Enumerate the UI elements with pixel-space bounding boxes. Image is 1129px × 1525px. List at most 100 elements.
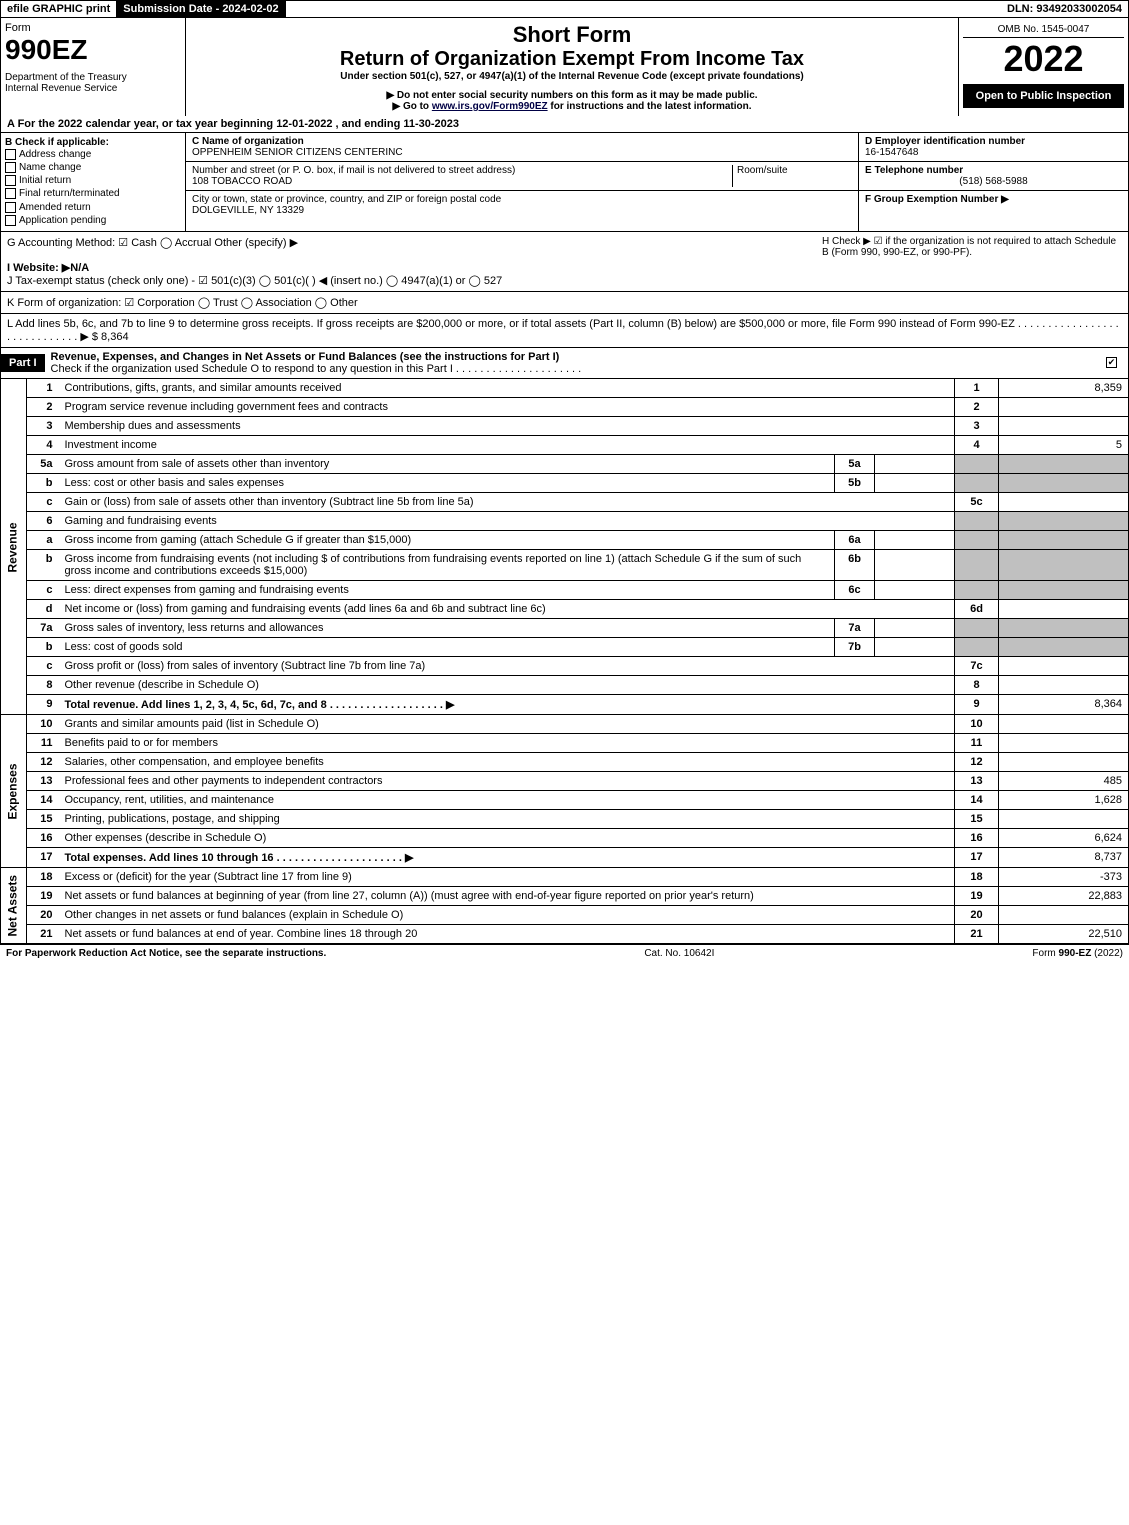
box-val bbox=[999, 656, 1129, 675]
subtext: Under section 501(c), 527, or 4947(a)(1)… bbox=[190, 71, 954, 82]
c-street: Number and street (or P. O. box, if mail… bbox=[186, 162, 858, 191]
sub-val bbox=[875, 473, 955, 492]
ein: 16-1547648 bbox=[865, 147, 918, 158]
box-val: 6,624 bbox=[999, 828, 1129, 847]
chk-address[interactable]: Address change bbox=[5, 148, 181, 161]
c-city: City or town, state or province, country… bbox=[186, 191, 858, 219]
line-text: Less: direct expenses from gaming and fu… bbox=[61, 580, 835, 599]
line-num: a bbox=[27, 530, 61, 549]
line-text: Net assets or fund balances at beginning… bbox=[61, 886, 955, 905]
line-num: 6 bbox=[27, 511, 61, 530]
info-grid: B Check if applicable: Address change Na… bbox=[0, 133, 1129, 232]
box-val bbox=[999, 715, 1129, 734]
line-text: Total expenses. Add lines 10 through 16 … bbox=[61, 847, 955, 867]
g-accounting: G Accounting Method: ☑ Cash ◯ Accrual Ot… bbox=[7, 237, 298, 249]
line-num: 20 bbox=[27, 905, 61, 924]
col-b: B Check if applicable: Address change Na… bbox=[1, 133, 186, 231]
box-val: 8,364 bbox=[999, 694, 1129, 714]
line-row: bLess: cost of goods sold7b bbox=[1, 637, 1129, 656]
e-phone: E Telephone number (518) 568-5988 bbox=[859, 162, 1128, 191]
line-num: 21 bbox=[27, 924, 61, 943]
box-val bbox=[999, 905, 1129, 924]
dept: Department of the Treasury Internal Reve… bbox=[5, 72, 181, 94]
box-val bbox=[999, 397, 1129, 416]
box-num: 15 bbox=[955, 809, 999, 828]
line-row: 16Other expenses (describe in Schedule O… bbox=[1, 828, 1129, 847]
box-val bbox=[999, 454, 1129, 473]
line-text: Excess or (deficit) for the year (Subtra… bbox=[61, 868, 955, 887]
chk-pending[interactable]: Application pending bbox=[5, 214, 181, 227]
footer: For Paperwork Reduction Act Notice, see … bbox=[0, 944, 1129, 962]
box-num bbox=[955, 637, 999, 656]
expenses-table: Expenses10Grants and similar amounts pai… bbox=[0, 715, 1129, 868]
box-num: 14 bbox=[955, 790, 999, 809]
line-row: 11Benefits paid to or for members11 bbox=[1, 733, 1129, 752]
tax-year: 2022 bbox=[963, 38, 1124, 80]
line-text: Salaries, other compensation, and employ… bbox=[61, 752, 955, 771]
sub-num: 6c bbox=[835, 580, 875, 599]
part1-check[interactable] bbox=[1098, 357, 1128, 369]
g-h-row: G Accounting Method: ☑ Cash ◯ Accrual Ot… bbox=[0, 232, 1129, 292]
h-check: H Check ▶ ☑ if the organization is not r… bbox=[822, 236, 1122, 258]
line-num: 18 bbox=[27, 868, 61, 887]
efile-label[interactable]: efile GRAPHIC print bbox=[1, 1, 117, 17]
box-num: 19 bbox=[955, 886, 999, 905]
box-val bbox=[999, 618, 1129, 637]
chk-amended[interactable]: Amended return bbox=[5, 201, 181, 214]
line-row: 15Printing, publications, postage, and s… bbox=[1, 809, 1129, 828]
line-row: Net Assets18Excess or (deficit) for the … bbox=[1, 868, 1129, 887]
box-num: 21 bbox=[955, 924, 999, 943]
box-num bbox=[955, 473, 999, 492]
irs-link[interactable]: www.irs.gov/Form990EZ bbox=[432, 101, 548, 112]
chk-name[interactable]: Name change bbox=[5, 161, 181, 174]
sub-val bbox=[875, 637, 955, 656]
line-row: 20Other changes in net assets or fund ba… bbox=[1, 905, 1129, 924]
box-val bbox=[999, 473, 1129, 492]
box-val: -373 bbox=[999, 868, 1129, 887]
box-num bbox=[955, 618, 999, 637]
line-text: Gaming and fundraising events bbox=[61, 511, 955, 530]
line-num: b bbox=[27, 637, 61, 656]
line-row: cLess: direct expenses from gaming and f… bbox=[1, 580, 1129, 599]
side-label: Expenses bbox=[1, 715, 27, 868]
box-num: 1 bbox=[955, 379, 999, 398]
line-text: Contributions, gifts, grants, and simila… bbox=[61, 379, 955, 398]
box-num: 17 bbox=[955, 847, 999, 867]
line-text: Other revenue (describe in Schedule O) bbox=[61, 675, 955, 694]
box-val bbox=[999, 599, 1129, 618]
box-num: 8 bbox=[955, 675, 999, 694]
box-num bbox=[955, 549, 999, 580]
sub-num: 6a bbox=[835, 530, 875, 549]
box-val bbox=[999, 580, 1129, 599]
box-num: 10 bbox=[955, 715, 999, 734]
room-suite: Room/suite bbox=[732, 165, 852, 187]
line-text: Investment income bbox=[61, 435, 955, 454]
chk-final[interactable]: Final return/terminated bbox=[5, 187, 181, 200]
line-num: c bbox=[27, 580, 61, 599]
col-c: C Name of organization OPPENHEIM SENIOR … bbox=[186, 133, 858, 231]
box-val bbox=[999, 809, 1129, 828]
line-text: Gross profit or (loss) from sales of inv… bbox=[61, 656, 955, 675]
line-row: 4Investment income45 bbox=[1, 435, 1129, 454]
line-text: Gross income from gaming (attach Schedul… bbox=[61, 530, 835, 549]
box-num bbox=[955, 454, 999, 473]
line-row: dNet income or (loss) from gaming and fu… bbox=[1, 599, 1129, 618]
line-row: cGross profit or (loss) from sales of in… bbox=[1, 656, 1129, 675]
side-label: Net Assets bbox=[1, 868, 27, 944]
line-text: Other changes in net assets or fund bala… bbox=[61, 905, 955, 924]
line-row: bGross income from fundraising events (n… bbox=[1, 549, 1129, 580]
sub-val bbox=[875, 549, 955, 580]
sub-val bbox=[875, 618, 955, 637]
part1-label: Part I bbox=[1, 354, 45, 372]
line-row: bLess: cost or other basis and sales exp… bbox=[1, 473, 1129, 492]
netassets-table: Net Assets18Excess or (deficit) for the … bbox=[0, 868, 1129, 944]
box-num: 6d bbox=[955, 599, 999, 618]
line-num: 9 bbox=[27, 694, 61, 714]
box-num: 2 bbox=[955, 397, 999, 416]
line-num: d bbox=[27, 599, 61, 618]
line-num: 15 bbox=[27, 809, 61, 828]
header-left: Form 990EZ Department of the Treasury In… bbox=[1, 18, 186, 116]
revenue-table: Revenue1Contributions, gifts, grants, an… bbox=[0, 379, 1129, 715]
chk-initial[interactable]: Initial return bbox=[5, 174, 181, 187]
k-row: K Form of organization: ☑ Corporation ◯ … bbox=[0, 292, 1129, 314]
